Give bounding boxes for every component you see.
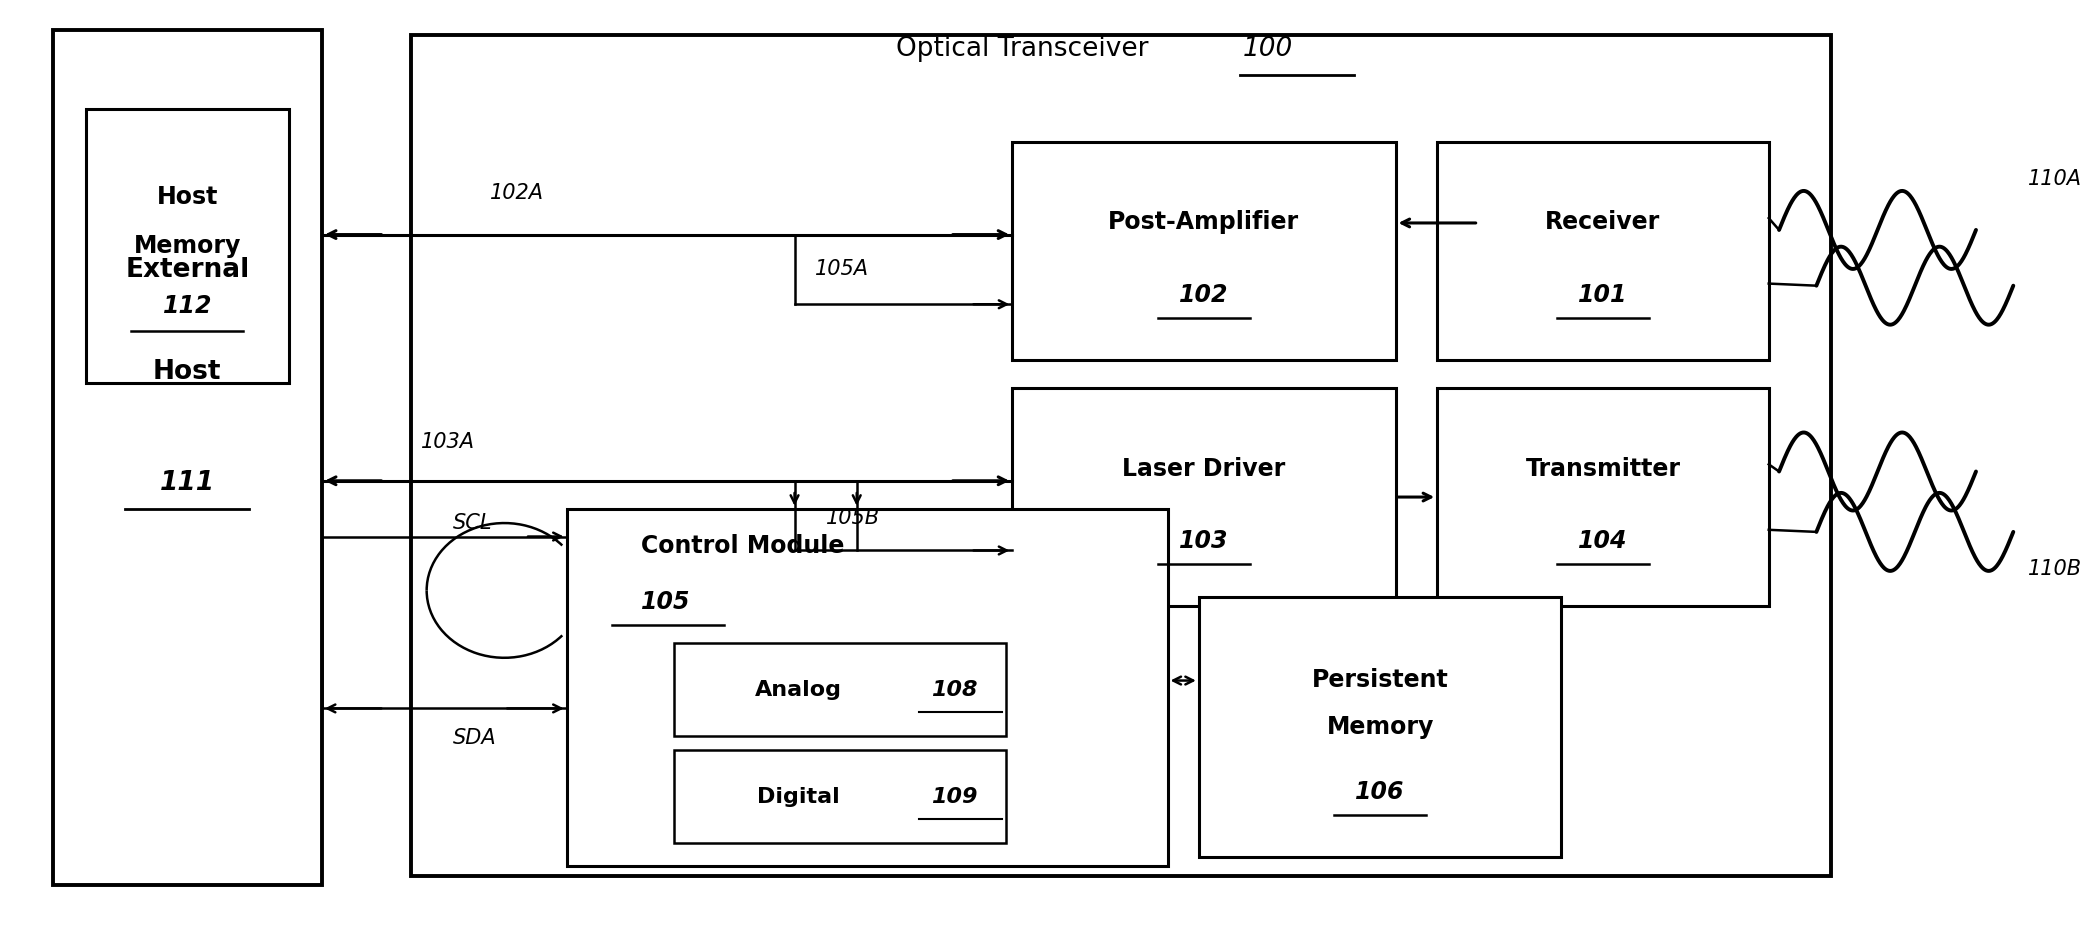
Text: 111: 111 — [160, 471, 214, 496]
Text: 103A: 103A — [422, 432, 475, 452]
Text: External: External — [126, 256, 250, 283]
Text: 105B: 105B — [825, 508, 880, 528]
Text: 110B: 110B — [2029, 559, 2081, 579]
Text: Transmitter: Transmitter — [1525, 456, 1680, 481]
Bar — [1436, 141, 1768, 360]
Text: 108: 108 — [930, 680, 976, 700]
Text: Optical Transceiver: Optical Transceiver — [897, 36, 1149, 61]
Text: 104: 104 — [1579, 529, 1628, 553]
Bar — [1012, 141, 1396, 360]
Text: 105: 105 — [640, 589, 691, 614]
Text: 100: 100 — [1243, 36, 1292, 61]
Text: 103: 103 — [1180, 529, 1228, 553]
Text: Control Module: Control Module — [640, 534, 844, 558]
Text: 110A: 110A — [2029, 169, 2081, 189]
Text: Memory: Memory — [134, 234, 242, 258]
Text: Receiver: Receiver — [1546, 210, 1661, 235]
Text: 106: 106 — [1354, 780, 1405, 804]
Text: Analog: Analog — [756, 680, 842, 700]
Bar — [1012, 388, 1396, 606]
Text: 101: 101 — [1579, 283, 1628, 306]
Bar — [674, 643, 1006, 736]
Text: 102: 102 — [1180, 283, 1228, 306]
Bar — [412, 35, 1831, 876]
Text: Host: Host — [158, 185, 218, 208]
Text: Laser Driver: Laser Driver — [1121, 456, 1285, 481]
Bar — [1199, 597, 1562, 857]
Text: 112: 112 — [162, 294, 212, 319]
Bar — [567, 508, 1168, 867]
Text: 102A: 102A — [489, 183, 544, 203]
Text: Host: Host — [153, 359, 220, 385]
Bar — [86, 109, 290, 383]
Bar — [52, 30, 321, 885]
Bar — [674, 751, 1006, 843]
Text: Post-Amplifier: Post-Amplifier — [1109, 210, 1300, 235]
Text: 105A: 105A — [815, 259, 869, 279]
Text: SDA: SDA — [454, 728, 496, 748]
Text: Digital: Digital — [758, 786, 840, 806]
Text: Memory: Memory — [1327, 715, 1434, 739]
Bar — [1436, 388, 1768, 606]
Text: Persistent: Persistent — [1312, 669, 1449, 692]
Text: 109: 109 — [930, 786, 976, 806]
Text: SCL: SCL — [454, 513, 491, 533]
